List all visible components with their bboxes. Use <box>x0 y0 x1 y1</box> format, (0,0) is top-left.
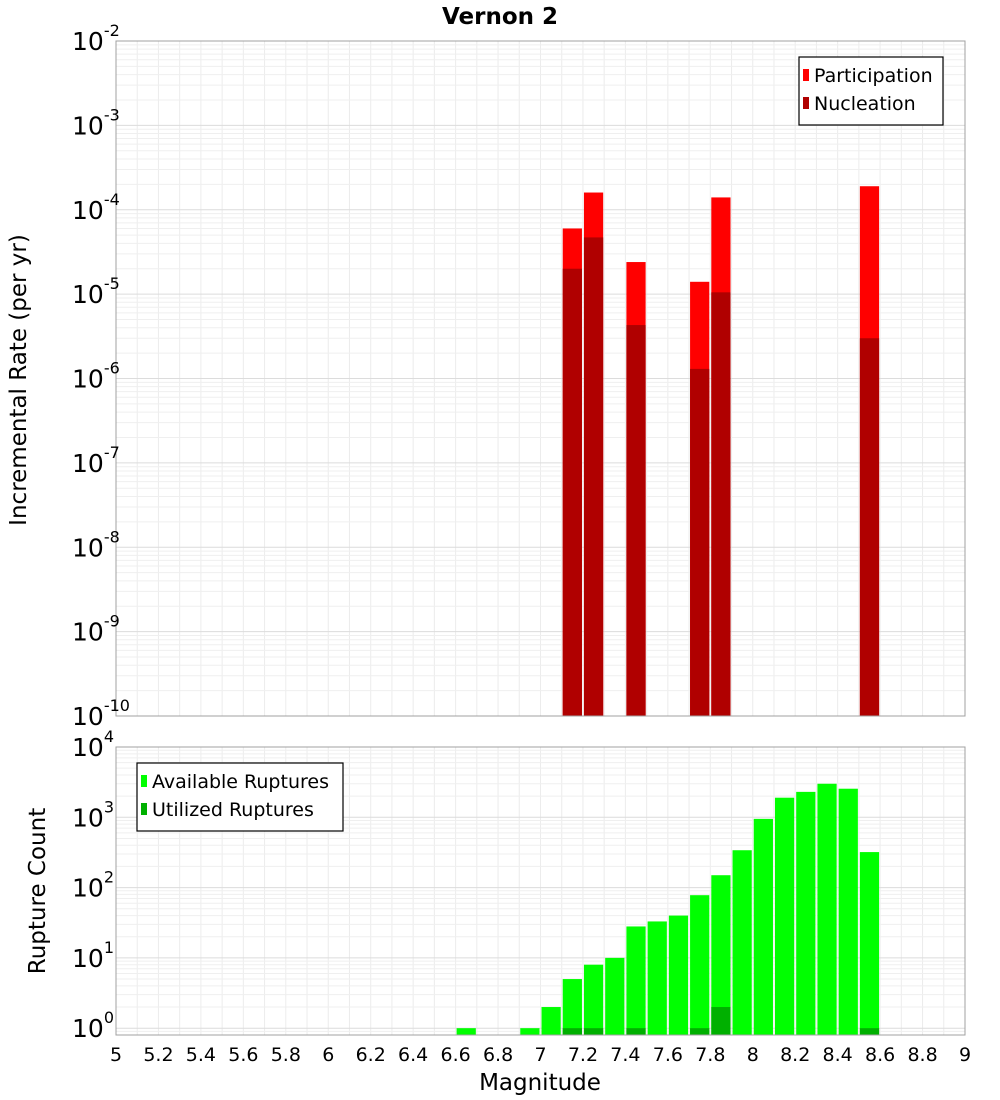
chart-title: Vernon 2 <box>442 4 558 30</box>
count-bar-available-ruptures <box>668 915 689 1035</box>
rate-legend-label: Nucleation <box>814 93 916 115</box>
count-bar-available-ruptures <box>711 875 731 1035</box>
rate-bar-nucleation <box>711 292 731 716</box>
rate-legend-swatch <box>803 69 809 81</box>
rate-y-tick-label: 10-7 <box>72 443 120 478</box>
x-tick-label: 8 <box>747 1044 759 1066</box>
rate-y-tick-label: 10-5 <box>72 274 120 309</box>
x-ticks: 5 5.2 5.4 5.6 5.8 6 6.2 6.4 6.6 6.8 7 7.2 7.4 7.6 7.8 8… <box>110 1044 971 1066</box>
rate-y-tick-label: 10-2 <box>72 21 120 56</box>
x-tick-label: 5.8 <box>271 1044 301 1066</box>
rate-grid <box>115 41 966 717</box>
bottom-y-axis-label: Rupture Count <box>25 808 51 974</box>
x-tick-label: 7 <box>534 1044 546 1066</box>
count-y-tick-label: 102 <box>72 868 114 903</box>
count-y-ticks: 100 101 102 103 104 <box>72 727 114 1043</box>
x-tick-label: 8.6 <box>865 1044 895 1066</box>
x-tick-label: 6.4 <box>398 1044 428 1066</box>
rate-bar-nucleation <box>690 368 710 716</box>
x-axis-label: Magnitude <box>479 1070 601 1096</box>
count-y-tick-label: 100 <box>72 1008 114 1043</box>
x-tick-label: 8.2 <box>780 1044 810 1066</box>
rate-y-ticks: 10-10 10-9 10-8 10-7 10-6 10-5 10-4 10-3 10-2 <box>72 21 130 731</box>
count-bar-available-ruptures <box>583 964 604 1035</box>
count-bar-available-ruptures <box>690 895 710 1035</box>
x-tick-label: 7.8 <box>695 1044 725 1066</box>
count-bar-utilized-ruptures <box>626 1028 646 1035</box>
count-legend-swatch <box>141 803 147 815</box>
rate-legend-box <box>798 56 944 126</box>
x-tick-label: 6.8 <box>483 1044 513 1066</box>
top-y-axis-label: Incremental Rate (per yr) <box>6 234 32 526</box>
rate-y-tick-label: 10-9 <box>72 612 120 647</box>
x-tick-label: 5.6 <box>228 1044 258 1066</box>
rate-y-tick-label: 10-3 <box>72 105 120 140</box>
x-tick-label: 7.4 <box>610 1044 640 1066</box>
count-y-tick-label: 104 <box>72 727 114 762</box>
count-legend-label: Available Ruptures <box>152 771 329 793</box>
count-bar-available-ruptures <box>541 1007 561 1035</box>
rate-bar-nucleation <box>583 237 604 716</box>
x-tick-label: 6 <box>322 1044 334 1066</box>
rupture-count-plot: 100 101 102 103 104 5 5.2 5.4 5.6 5.8 6 6.2 6.4 6.6 6.… <box>72 727 971 1066</box>
count-bar-available-ruptures <box>520 1028 540 1035</box>
rate-bars <box>562 186 880 717</box>
count-bar-utilized-ruptures <box>711 1007 731 1035</box>
x-tick-label: 7.6 <box>653 1044 683 1066</box>
x-tick-label: 8.4 <box>823 1044 853 1066</box>
rate-bar-nucleation <box>562 268 582 716</box>
count-bar-available-ruptures <box>626 926 646 1035</box>
rate-y-tick-label: 10-4 <box>72 190 120 225</box>
count-bar-available-ruptures <box>774 797 795 1035</box>
rate-plot-border <box>115 40 966 717</box>
x-tick-label: 9 <box>959 1044 971 1066</box>
count-legend-label: Utilized Ruptures <box>152 799 314 821</box>
count-legend-box <box>136 762 344 832</box>
rate-y-tick-label: 10-8 <box>72 527 120 562</box>
count-legend: Available Ruptures Utilized Ruptures <box>136 762 344 832</box>
rate-y-tick-label: 10-6 <box>72 359 120 394</box>
count-bar-available-ruptures <box>647 921 667 1035</box>
count-plot-border <box>115 746 966 1036</box>
count-y-tick-label: 101 <box>72 938 114 973</box>
count-bars <box>456 783 880 1035</box>
x-tick-label: 6.2 <box>356 1044 386 1066</box>
count-bar-available-ruptures <box>859 852 880 1035</box>
rate-legend: Participation Nucleation <box>798 56 944 126</box>
rate-legend-label: Participation <box>814 65 933 87</box>
count-bar-available-ruptures <box>796 791 816 1035</box>
x-tick-label: 6.6 <box>440 1044 470 1066</box>
count-bar-available-ruptures <box>732 850 752 1035</box>
count-bar-utilized-ruptures <box>690 1028 710 1035</box>
count-bar-available-ruptures <box>817 783 837 1035</box>
x-tick-label: 8.8 <box>907 1044 937 1066</box>
rate-bar-nucleation <box>626 325 646 716</box>
x-tick-label: 7.2 <box>568 1044 598 1066</box>
x-tick-label: 5.2 <box>143 1044 173 1066</box>
count-bar-available-ruptures <box>838 788 858 1035</box>
count-y-tick-label: 103 <box>72 797 114 832</box>
count-bar-available-ruptures <box>605 957 625 1035</box>
x-tick-label: 5.4 <box>186 1044 216 1066</box>
count-legend-swatch <box>141 775 147 787</box>
count-bar-available-ruptures <box>562 979 582 1035</box>
incremental-rate-plot: 10-10 10-9 10-8 10-7 10-6 10-5 10-4 10-3 10-2 Par… <box>72 21 966 731</box>
count-bar-utilized-ruptures <box>859 1028 880 1035</box>
x-tick-label: 5 <box>110 1044 122 1066</box>
count-bar-utilized-ruptures <box>583 1028 604 1035</box>
rate-y-tick-label: 10-10 <box>72 696 130 731</box>
rate-bar-nucleation <box>859 338 880 716</box>
count-bar-available-ruptures <box>753 818 773 1035</box>
rate-legend-swatch <box>803 97 809 109</box>
count-bar-available-ruptures <box>456 1028 476 1035</box>
count-bar-utilized-ruptures <box>562 1028 582 1035</box>
